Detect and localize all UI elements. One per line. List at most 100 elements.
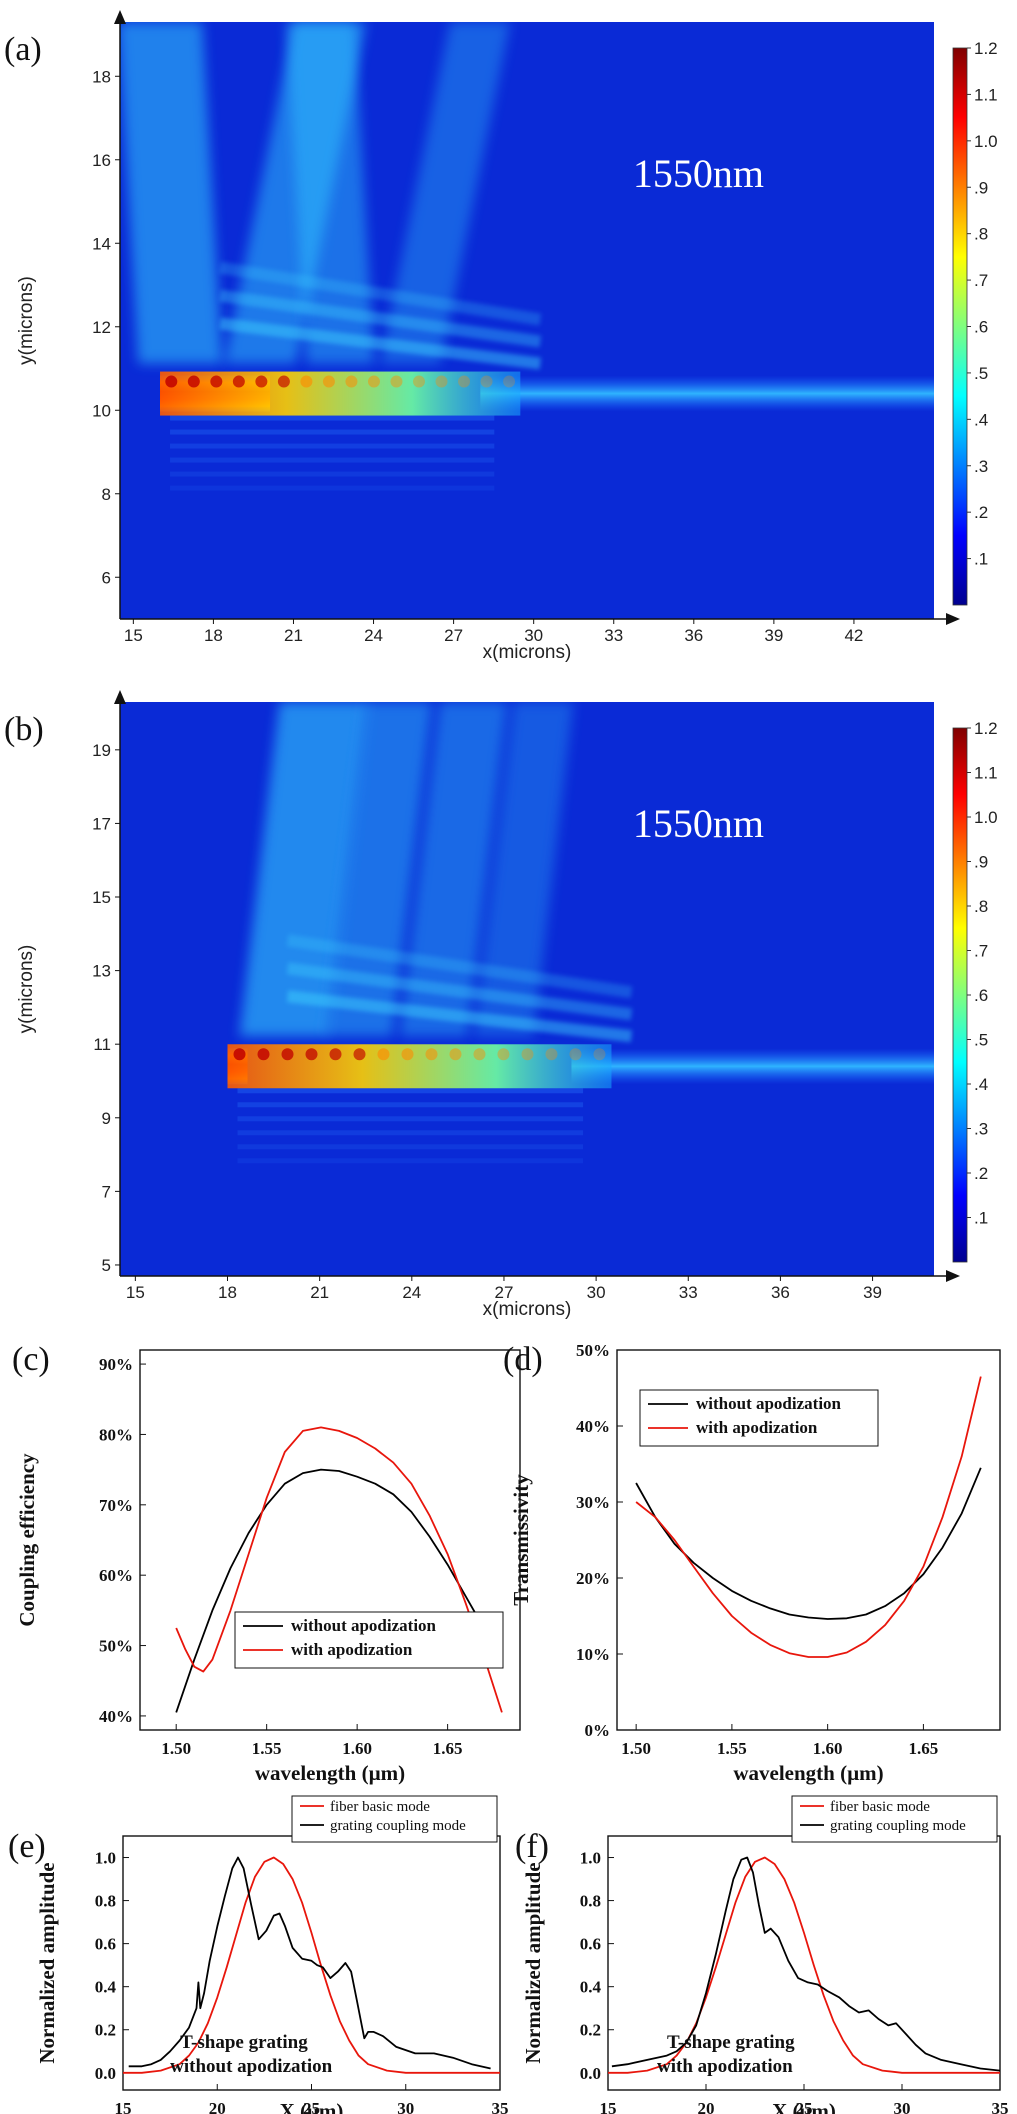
colorbar-tick-label: .4 xyxy=(974,410,988,429)
legend: fiber basic mode grating coupling mode xyxy=(791,1795,998,1843)
panel-label: (f) xyxy=(515,1828,549,1865)
colorbar-tick-label: .8 xyxy=(974,897,988,916)
x-axis-label: wavelength (µm) xyxy=(733,1761,883,1785)
x-tick-label: 18 xyxy=(204,626,223,645)
note-text: without apodization xyxy=(170,2056,332,2077)
plot-frame xyxy=(122,1835,501,2091)
x-tick-label: 25 xyxy=(796,2099,813,2114)
series-line-a xyxy=(175,1468,503,1713)
x-tick-label: 1.55 xyxy=(252,1739,282,1758)
reflected-streak xyxy=(219,261,542,326)
grating-tooth xyxy=(497,1048,510,1061)
diffracted-beam xyxy=(399,702,508,1037)
x-tick-label: 1.50 xyxy=(161,1739,191,1758)
field-layer xyxy=(227,702,934,1164)
x-tick-label: 35 xyxy=(492,2099,509,2114)
x-tick-label: 15 xyxy=(126,1283,145,1302)
grating-tooth xyxy=(458,375,471,388)
field-layer xyxy=(120,22,934,491)
leak-fringe xyxy=(170,429,495,435)
colorbar-tick-label: .5 xyxy=(974,364,988,383)
y-tick-label: 14 xyxy=(92,234,111,253)
x-axis-label: x(microns) xyxy=(483,642,572,663)
x-axis-label: wavelength (µm) xyxy=(255,1761,405,1785)
legend-label: without apodization xyxy=(696,1394,842,1413)
leak-fringe xyxy=(170,485,495,491)
leak-fringe xyxy=(237,1088,584,1094)
transmitted-mode xyxy=(480,375,934,412)
grating-tooth xyxy=(305,1048,318,1061)
leak-fringe xyxy=(170,443,495,449)
grating-tooth xyxy=(425,1048,438,1061)
y-axis-label: Normalized amplitude xyxy=(521,1862,545,2063)
grating-tooth xyxy=(435,375,448,388)
colorbar-tick-label: .8 xyxy=(974,225,988,244)
x-tick-label: 39 xyxy=(764,626,783,645)
grating-tooth xyxy=(187,375,200,388)
diffracted-beam xyxy=(473,702,574,1037)
reflected-streak xyxy=(219,289,542,348)
diffracted-beam xyxy=(120,22,223,364)
grating-tooth xyxy=(281,1048,294,1061)
colorbar-tick-label: .6 xyxy=(974,986,988,1005)
x-tick-label: 1.55 xyxy=(717,1739,747,1758)
series-line-b xyxy=(128,1856,491,2070)
series-line-a xyxy=(635,1467,982,1620)
leak-fringe xyxy=(170,457,495,463)
grating-tooth xyxy=(353,1048,366,1061)
grating-tooth xyxy=(593,1048,606,1061)
y-tick-label: 0.8 xyxy=(580,1892,601,1911)
x-axis-label: X (μm) xyxy=(280,2099,344,2114)
x-tick-label: 30 xyxy=(587,1283,606,1302)
diffracted-beam xyxy=(380,22,511,364)
colorbar-tick-label: .7 xyxy=(974,271,988,290)
grating-tooth xyxy=(165,375,178,388)
x-tick-label: 24 xyxy=(402,1283,421,1302)
colorbar-tick-label: .1 xyxy=(974,1209,988,1228)
leak-fringe xyxy=(237,1130,584,1136)
leak-fringe xyxy=(237,1116,584,1122)
y-tick-label: 19 xyxy=(92,741,111,760)
x-tick-label: 36 xyxy=(771,1283,790,1302)
x-tick-label: 1.65 xyxy=(433,1739,463,1758)
legend-label: with apodization xyxy=(696,1418,818,1437)
grating-tooth xyxy=(401,1048,414,1061)
y-tick-label: 50% xyxy=(99,1637,133,1656)
x-tick-label: 1.60 xyxy=(342,1739,372,1758)
note-text: T-shape grating xyxy=(667,2032,795,2053)
y-tick-label: 13 xyxy=(92,962,111,981)
leak-fringe xyxy=(170,415,495,421)
heatmap-panel-a: 15 18 21 24 27 30 33 36 39 42 6 8 10 12 14 16 18 x(micron… xyxy=(4,10,998,663)
legend-box xyxy=(291,1795,498,1843)
y-tick-label: 50% xyxy=(576,1341,610,1360)
y-tick-label: 15 xyxy=(92,888,111,907)
grating-tooth xyxy=(322,375,335,388)
x-tick-label: 24 xyxy=(364,626,383,645)
reflected-streak xyxy=(286,934,633,999)
grating-tooth xyxy=(232,375,245,388)
x-tick-label: 1.65 xyxy=(909,1739,939,1758)
y-tick-label: 8 xyxy=(102,485,111,504)
colorbar-tick-label: .1 xyxy=(974,550,988,569)
y-tick-label: 0.4 xyxy=(95,1978,117,1997)
x-axis-arrow-icon xyxy=(946,1270,960,1282)
colorbar-tick-label: 1.1 xyxy=(974,764,998,783)
x-tick-label: 33 xyxy=(679,1283,698,1302)
leak-fringe xyxy=(170,471,495,477)
colorbar-tick-label: .6 xyxy=(974,318,988,337)
panel-label: (c) xyxy=(12,1341,50,1378)
wavelength-annotation: 1550nm xyxy=(633,801,764,846)
x-tick-label: 15 xyxy=(600,2099,617,2114)
x-tick-label: 42 xyxy=(844,626,863,645)
panel-label: (b) xyxy=(4,711,44,748)
x-tick-label: 21 xyxy=(310,1283,329,1302)
note-text: T-shape grating xyxy=(180,2032,308,2053)
x-axis-arrow-icon xyxy=(946,613,960,625)
y-tick-label: 70% xyxy=(99,1496,133,1515)
x-axis-label: X (μm) xyxy=(772,2099,836,2114)
y-tick-label: 1.0 xyxy=(580,1849,601,1868)
reflected-streak xyxy=(219,317,542,370)
x-tick-label: 1.60 xyxy=(813,1739,843,1758)
series-line-b xyxy=(611,1856,1001,2072)
panel-label: (e) xyxy=(8,1828,46,1865)
